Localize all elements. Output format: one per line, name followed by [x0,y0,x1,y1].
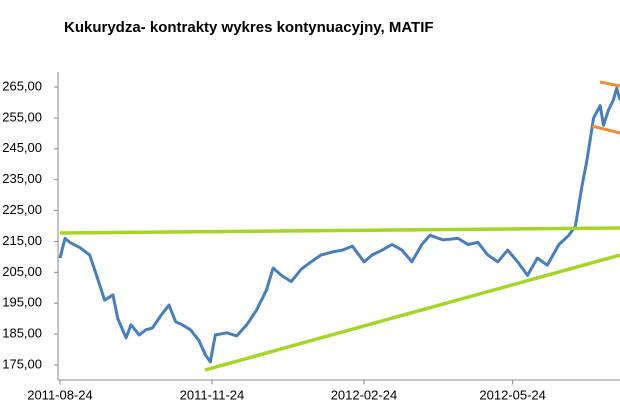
x-tick-label: 2012-02-24 [331,387,398,402]
y-tick-label: 185,00 [2,326,42,341]
y-tick-label: 225,00 [2,202,42,217]
y-tick-label: 215,00 [2,233,42,248]
y-tick-label: 205,00 [2,264,42,279]
y-tick-label: 265,00 [2,78,42,93]
chart-title: Kukurydza- kontrakty wykres kontynuacyjn… [64,19,434,36]
y-tick-label: 245,00 [2,140,42,155]
y-tick-label: 195,00 [2,295,42,310]
x-tick-label: 2012-05-24 [479,387,546,402]
support-line [204,253,620,372]
x-tick-label: 2011-11-24 [180,387,245,402]
y-tick-label: 175,00 [2,356,42,371]
x-tick-label: 2011-08-24 [27,387,93,402]
price-line [58,86,620,364]
channel-bottom [591,124,620,135]
y-tick-label: 255,00 [2,109,42,124]
resistance-line [59,226,620,235]
y-tick-label: 235,00 [2,171,42,186]
channel-top [599,80,620,88]
